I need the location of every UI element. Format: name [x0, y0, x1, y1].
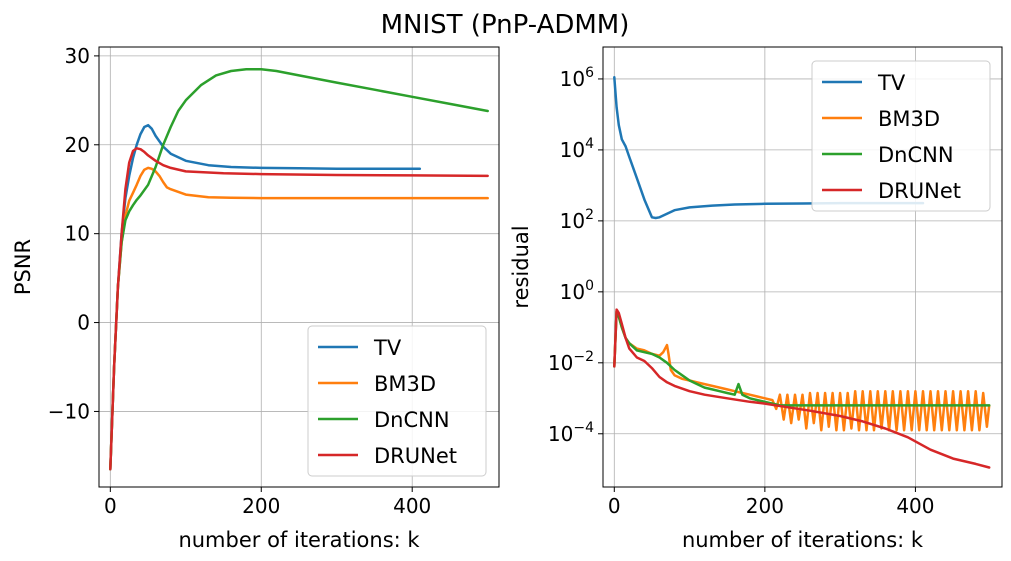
- y-tick-label: 104: [560, 136, 594, 162]
- x-axis-label: number of iterations: k: [178, 528, 420, 552]
- y-tick-label: 10−2: [548, 349, 594, 375]
- legend-label-drunet: DRUNet: [878, 179, 961, 203]
- legend-box: [307, 325, 487, 477]
- legend-box: [811, 60, 991, 212]
- series-line-drunet: [109, 147, 489, 471]
- y-tick-label: 10: [65, 222, 90, 246]
- series-group: [613, 75, 991, 469]
- x-tick-label: 400: [896, 494, 934, 518]
- legend-label-tv: TV: [877, 71, 906, 95]
- y-axis-label: PSNR: [11, 239, 35, 295]
- y-axis-label: residual: [509, 225, 533, 308]
- x-tick-label: 0: [104, 494, 117, 518]
- series-line-drunet: [613, 308, 991, 469]
- y-tick-label: 10−4: [548, 420, 594, 446]
- legend-label-tv: TV: [373, 336, 402, 360]
- x-axis-label: number of iterations: k: [682, 528, 924, 552]
- legend: TV BM3D DnCNN DRUNet: [307, 325, 487, 477]
- chart-residual: 0 200 400 10−4 10−2 100 102 104 106 number of ite…: [509, 46, 1003, 552]
- series-line-bm3d: [613, 310, 991, 432]
- series-line-dncnn: [109, 67, 489, 471]
- x-tick-label: 200: [746, 494, 784, 518]
- y-tick-label: 100: [560, 278, 594, 304]
- x-tick-label: 200: [242, 494, 280, 518]
- series-line-dncnn: [613, 310, 991, 407]
- legend-label-dncnn: DnCNN: [374, 408, 450, 432]
- series-group: [109, 67, 489, 471]
- legend-label-bm3d: BM3D: [878, 107, 940, 131]
- y-tick-label: −10: [48, 399, 90, 423]
- plot-frame: [98, 46, 500, 488]
- x-tick-label: 400: [393, 494, 431, 518]
- legend-label-dncnn: DnCNN: [878, 143, 954, 167]
- y-tick-label: 30: [65, 44, 90, 68]
- plot-frame: [602, 46, 1003, 488]
- legend: TV BM3D DnCNN DRUNet: [811, 60, 991, 212]
- y-tick-label: 102: [560, 207, 594, 233]
- y-tick-label: 20: [65, 133, 90, 157]
- figure-suptitle: MNIST (PnP-ADMM): [381, 10, 630, 40]
- y-tick-label: 106: [560, 65, 594, 91]
- x-tick-label: 0: [608, 494, 621, 518]
- legend-label-drunet: DRUNet: [374, 444, 457, 468]
- legend-label-bm3d: BM3D: [374, 372, 436, 396]
- chart-psnr: 0 200 400 −10 0 10 20 30 number of iterations: k…: [11, 44, 500, 552]
- series-line-tv: [613, 75, 925, 220]
- y-tick-label: 0: [77, 311, 90, 335]
